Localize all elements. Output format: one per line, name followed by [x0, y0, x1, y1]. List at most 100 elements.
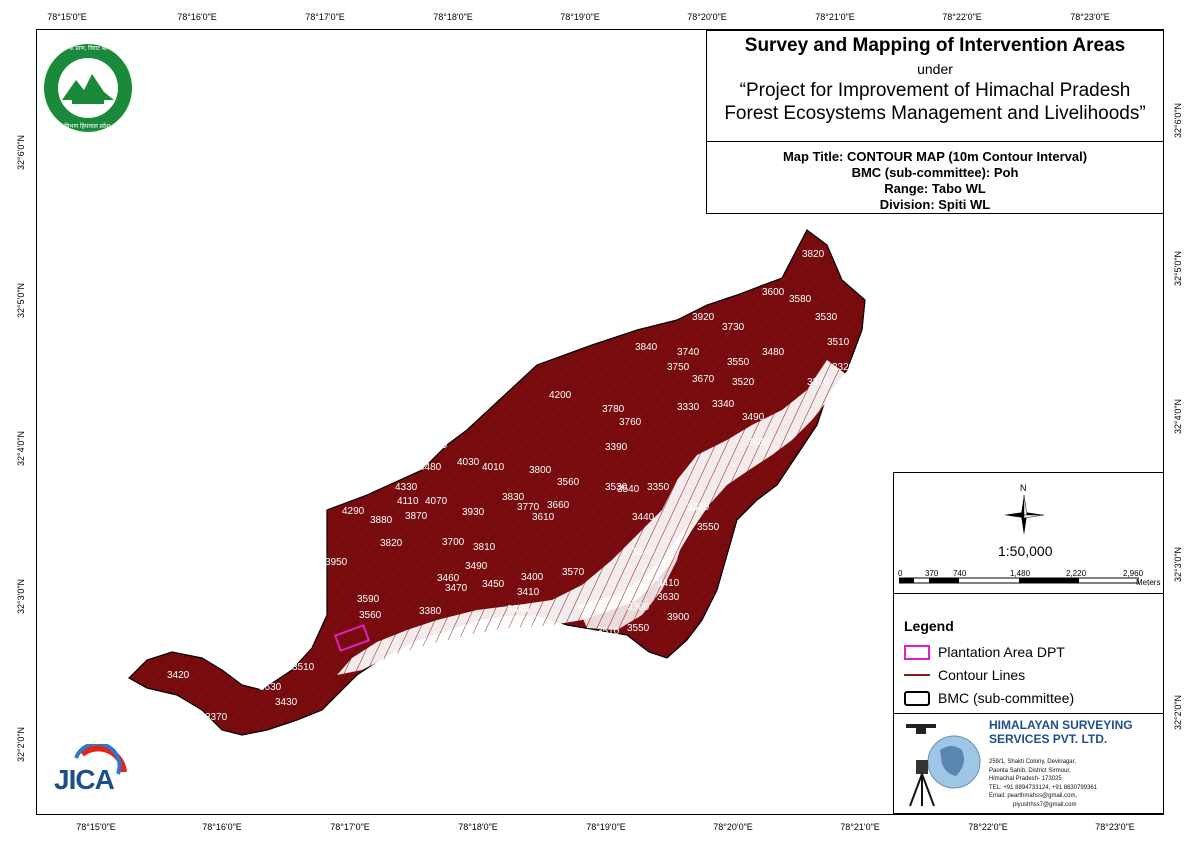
- tick-right-label: 32°5'0"N: [1173, 250, 1183, 286]
- contour-label: 4030: [457, 457, 480, 468]
- contour-label: 3750: [667, 362, 690, 373]
- scale-unit: Meters: [1136, 578, 1161, 587]
- contour-label: 3840: [635, 342, 658, 353]
- contour-label: 3560: [359, 610, 382, 621]
- company-address: 259/1, Shakti Colony, Devinagar, Paonta …: [989, 758, 1097, 809]
- contour-label: 3360: [627, 602, 650, 613]
- title-box: Survey and Mapping of Intervention Areas…: [706, 30, 1164, 142]
- scale-box: N 1:50,000 0 370 740 1,480 2,220 2,960 Meters: [893, 472, 1164, 594]
- company-box: HIMALAYAN SURVEYING SERVICES PVT. LTD. 2…: [893, 714, 1164, 814]
- contour-label: 3590: [357, 594, 380, 605]
- contour-label: 4290: [342, 506, 365, 517]
- contour-label: 3460: [437, 573, 460, 584]
- scale-tick-label: 740: [953, 569, 967, 578]
- legend-item-contour: Contour Lines: [904, 667, 1025, 683]
- scale-tick-label: 370: [925, 569, 939, 578]
- legend-item-plantation: Plantation Area DPT: [904, 644, 1065, 660]
- company-logo-icon: [906, 724, 981, 807]
- tick-top-label: 78°15'0"E: [47, 12, 87, 22]
- tick-top-label: 78°22'0"E: [942, 12, 982, 22]
- tick-top-label: 78°16'0"E: [177, 12, 217, 22]
- contour-swatch: [904, 674, 930, 676]
- tick-right-label: 32°6'0"N: [1173, 102, 1183, 138]
- contour-label: 3920: [692, 312, 715, 323]
- tick-top-label: 78°23'0"E: [1070, 12, 1110, 22]
- title-project-line2: Forest Ecosystems Management and Livelih…: [724, 103, 1146, 124]
- contour-label: 3820: [380, 538, 403, 549]
- plantation-swatch: [904, 644, 930, 660]
- title-project: “Project for Improvement of Himachal Pra…: [707, 79, 1163, 125]
- tick-left-label: 32°4'0"N: [16, 430, 26, 466]
- legend-label-bmc: BMC (sub-committee): [938, 690, 1075, 706]
- contour-label: 4480: [419, 462, 442, 473]
- north-arrow-icon: [1004, 494, 1045, 535]
- forest-dept-logo: वन थी प्राण, विराट बल्याण वन विभाग हिमाच…: [42, 42, 134, 134]
- bmc-swatch: [904, 690, 930, 706]
- contour-label: 3400: [521, 572, 544, 583]
- contour-label: 3550: [727, 357, 750, 368]
- contour-label: 3770: [517, 502, 540, 513]
- company-tel: TEL: +91 8894733124, +91 8630799361: [989, 784, 1098, 791]
- contour-label: 3510: [292, 662, 315, 673]
- tick-bottom-label: 78°16'0"E: [202, 822, 242, 832]
- scale-tick-label: 2,220: [1066, 569, 1087, 578]
- contour-label: 3880: [370, 515, 393, 526]
- contour-label: 3480: [747, 437, 770, 448]
- forest-logo-text-bottom: वन विभाग हिमाचल प्रदेश: [56, 124, 111, 130]
- contour-label: 3340: [632, 547, 655, 558]
- contour-label: 3320: [832, 362, 855, 373]
- tick-bottom-label: 78°18'0"E: [458, 822, 498, 832]
- contour-label: 3550: [627, 623, 650, 634]
- company-name: HIMALAYAN SURVEYING SERVICES PVT. LTD.: [989, 718, 1133, 746]
- contour-label: 3410: [657, 578, 680, 589]
- legend-label-contour: Contour Lines: [938, 667, 1026, 683]
- contour-label: 3520: [732, 377, 755, 388]
- legend-title: Legend: [904, 618, 954, 634]
- contour-label: 4110: [397, 496, 419, 507]
- tick-right-label: 32°4'0"N: [1173, 398, 1183, 434]
- tick-top-label: 78°21'0"E: [815, 12, 855, 22]
- contour-label: 3740: [677, 347, 700, 358]
- contour-label: 3340: [712, 399, 735, 410]
- scale-ratio: 1:50,000: [998, 543, 1053, 559]
- contour-label: 3660: [547, 500, 570, 511]
- contour-label: 3800: [529, 465, 552, 476]
- company-email2: piyushhss7@gmail.com: [1013, 801, 1077, 808]
- contour-label: 4010: [482, 462, 505, 473]
- contour-label: 3380: [419, 606, 442, 617]
- tick-left-label: 32°5'0"N: [16, 282, 26, 318]
- contour-label: 3700: [442, 537, 465, 548]
- contour-label: 3350: [647, 482, 670, 493]
- contour-label: 3810: [473, 542, 496, 553]
- range-name: Range: Tabo WL: [884, 181, 986, 196]
- tick-top-label: 78°17'0"E: [305, 12, 345, 22]
- contour-label: 3410: [517, 587, 540, 598]
- bmc-name: BMC (sub-committee): Poh: [851, 165, 1019, 180]
- contour-label: 3430: [275, 697, 298, 708]
- contour-label: 3480: [762, 347, 785, 358]
- title-under: under: [917, 61, 953, 77]
- contour-label: 3530: [605, 482, 628, 493]
- address-line2: Paonta Sahib, District Sirmour,: [989, 767, 1071, 774]
- legend-box: Legend Plantation Area DPT Contour Lines…: [893, 594, 1164, 714]
- contour-label: 3580: [789, 294, 812, 305]
- contour-label: 3630: [657, 592, 680, 603]
- contour-label: 3950: [325, 557, 348, 568]
- bmc-boundary: [128, 229, 866, 736]
- contour-label: 3630: [259, 682, 282, 693]
- contour-label: 3730: [722, 322, 745, 333]
- tick-top-label: 78°18'0"E: [433, 12, 473, 22]
- tick-bottom-label: 78°23'0"E: [1095, 822, 1135, 832]
- north-label: N: [1020, 483, 1027, 493]
- tick-bottom-label: 78°15'0"E: [76, 822, 116, 832]
- contour-label: 3370: [807, 377, 830, 388]
- contour-label: 3530: [815, 312, 838, 323]
- company-name-line1: HIMALAYAN SURVEYING: [989, 718, 1133, 732]
- contour-label: 3420: [167, 670, 190, 681]
- contour-label: 3540: [617, 484, 640, 495]
- info-box: Map Title: CONTOUR MAP (10m Contour Inte…: [706, 142, 1164, 214]
- map-frame: 3820 3600 3580 3530 3510 3920 3730 3840 3740 3750…: [36, 29, 1164, 815]
- tick-right-label: 32°2'0"N: [1173, 694, 1183, 730]
